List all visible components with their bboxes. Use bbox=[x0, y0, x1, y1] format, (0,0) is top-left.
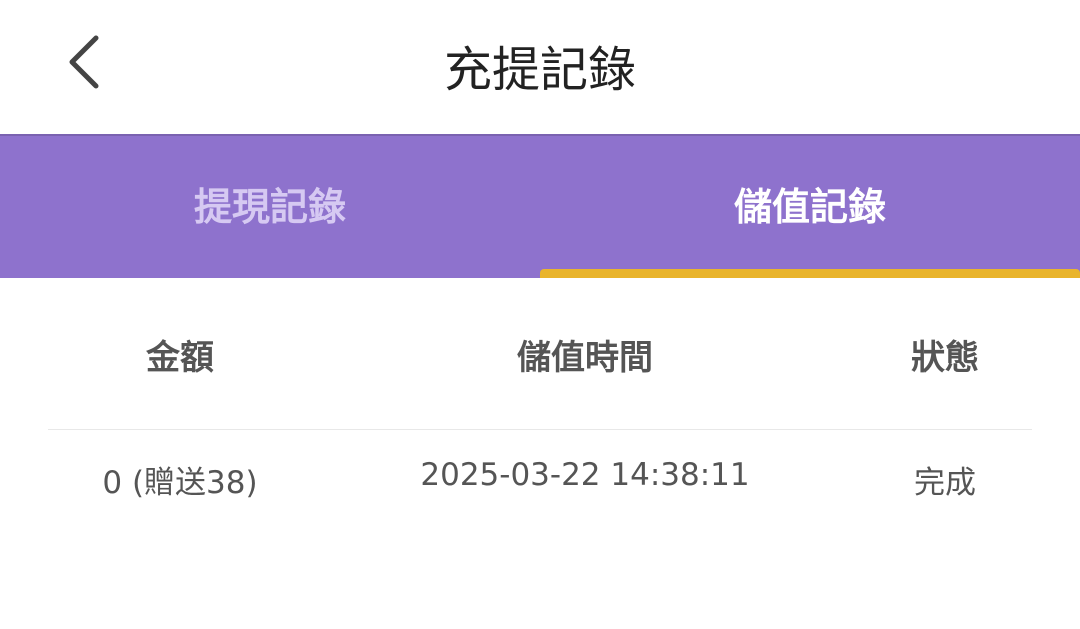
tab-withdraw-records[interactable]: 提現記錄 bbox=[0, 136, 540, 278]
chevron-left-icon bbox=[69, 35, 99, 89]
tab-bar: 提現記錄 儲值記錄 bbox=[0, 134, 1080, 278]
column-header-time: 儲值時間 bbox=[517, 338, 653, 378]
divider bbox=[48, 429, 1032, 430]
page-title: 充提記錄 bbox=[443, 42, 636, 98]
tab-label: 提現記錄 bbox=[193, 184, 346, 229]
amount-cell: 0 (贈送38) bbox=[102, 465, 258, 501]
header: 充提記錄 bbox=[0, 0, 1080, 134]
status-cell: 完成 bbox=[914, 465, 976, 501]
back-button[interactable] bbox=[60, 32, 110, 92]
column-header-amount: 金額 bbox=[146, 338, 214, 378]
column-header-status: 狀態 bbox=[911, 338, 979, 378]
tab-label: 儲值記錄 bbox=[733, 184, 886, 229]
time-cell: 2025-03-22 14:38:11 bbox=[420, 457, 750, 493]
tab-deposit-records[interactable]: 儲值記錄 bbox=[540, 136, 1080, 278]
active-tab-indicator bbox=[540, 269, 1080, 278]
